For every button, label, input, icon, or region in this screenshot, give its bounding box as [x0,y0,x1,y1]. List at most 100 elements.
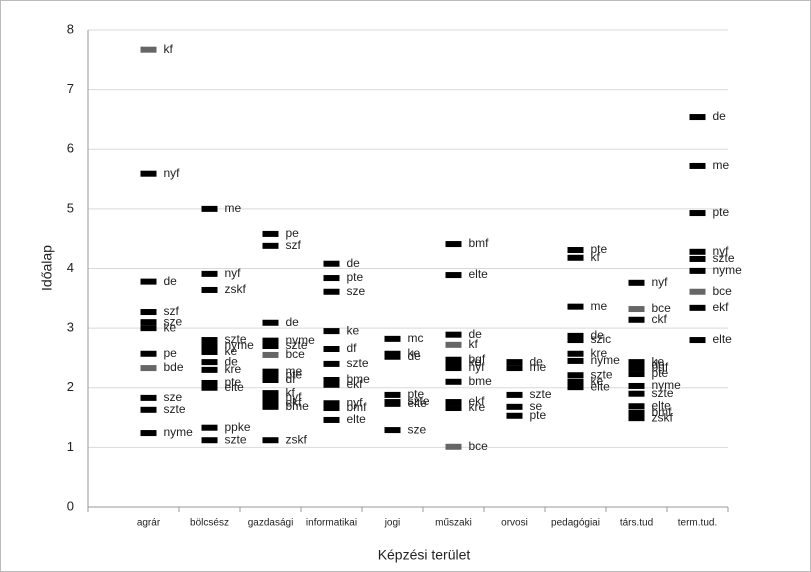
point-label: szte [530,387,552,401]
marker [323,260,340,267]
marker [323,405,340,412]
point-label: elte [225,380,245,394]
marker [201,270,218,277]
x-tick-label: term.tud. [678,518,717,529]
point-label: kre [591,346,608,360]
point-label: nyf [713,244,730,258]
point-label: pte [652,366,669,380]
marker [201,359,218,366]
point-label: szte [225,332,247,346]
point-label: kf [286,385,296,399]
point-label: ckf [652,312,668,326]
point-label: ke [164,320,177,334]
y-tick-label: 4 [67,260,74,275]
point-label: nyme [286,333,316,347]
marker [506,403,523,410]
marker [262,403,279,410]
marker [567,247,584,254]
marker [384,353,401,360]
marker [445,365,462,372]
marker [506,359,523,366]
marker [567,357,584,364]
point-label: de [591,328,605,342]
point-label: elte [713,332,733,346]
marker [628,403,645,410]
point-label: ke [408,346,421,360]
point-label: de [469,327,483,341]
point-label: nyme [652,378,682,392]
point-label: sze [347,284,366,298]
x-tick-label: bölcsész [190,518,229,529]
y-tick-label: 8 [67,21,74,36]
marker [628,409,645,416]
point-label: me [286,364,303,378]
x-tick-label: pedagógiai [551,518,600,529]
point-label: szte [591,367,613,381]
point-label: ke [469,355,482,369]
marker [262,230,279,237]
y-tick-label: 6 [67,141,74,156]
marker [628,316,645,323]
point-label: ekf [713,300,730,314]
marker [689,337,706,344]
marker [201,384,218,391]
point-label: pte [530,408,547,422]
point-label: bmf [469,236,490,250]
point-label: szte [713,251,735,265]
marker [323,328,340,335]
marker [140,278,157,285]
x-axis-label: Képzési terület [378,547,471,563]
marker [262,242,279,249]
point-label: bde [164,360,184,374]
point-label: de [225,354,239,368]
point-label: pte [347,270,364,284]
x-tick-label: jogi [384,518,401,529]
marker [567,254,584,261]
marker [262,372,279,379]
marker [262,351,279,358]
marker [445,341,462,348]
marker [262,319,279,326]
point-label: ke [652,354,665,368]
marker [384,400,401,407]
marker [323,360,340,367]
point-label: pte [713,205,730,219]
point-label: szte [652,386,674,400]
point-label: nyf [225,266,242,280]
point-label: nyme [225,338,255,352]
marker [384,335,401,342]
point-label: ekf [286,395,303,409]
point-label: kf [164,42,174,56]
marker [628,365,645,372]
y-tick-label: 0 [67,498,74,513]
marker [628,306,645,313]
marker [567,372,584,379]
y-tick-label: 3 [67,320,74,335]
point-label: ke [591,374,604,388]
point-label: nyf [652,275,669,289]
point-label: kf [591,250,601,264]
marker [201,343,218,350]
point-label: nyme [713,263,743,277]
marker [262,390,279,397]
point-label: elte [469,267,489,281]
marker [201,286,218,293]
marker [262,337,279,344]
marker [262,368,279,375]
marker [323,376,340,383]
point-label: ekf [347,377,364,391]
point-label: ke [347,323,360,337]
point-label: me [530,360,547,374]
point-label: de [164,274,178,288]
marker [506,365,523,372]
point-label: sze [164,314,183,328]
point-label: df [286,372,297,386]
point-label: elte [591,379,611,393]
marker [628,382,645,389]
marker [323,275,340,282]
marker [201,379,218,386]
point-label: bce [469,439,489,453]
point-label: pte [286,367,303,381]
marker [567,350,584,357]
